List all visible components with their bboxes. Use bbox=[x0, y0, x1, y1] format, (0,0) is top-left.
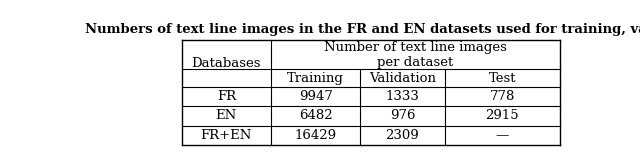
Text: Databases: Databases bbox=[191, 57, 261, 70]
Text: 1333: 1333 bbox=[385, 90, 419, 103]
Text: 778: 778 bbox=[490, 90, 515, 103]
Text: FR: FR bbox=[217, 90, 236, 103]
Text: Validation: Validation bbox=[369, 72, 436, 85]
Text: Training: Training bbox=[287, 72, 344, 85]
Text: Number of text line images
per dataset: Number of text line images per dataset bbox=[324, 41, 507, 69]
Text: 2309: 2309 bbox=[385, 129, 419, 142]
Text: 6482: 6482 bbox=[299, 110, 332, 122]
Text: 2915: 2915 bbox=[486, 110, 519, 122]
Text: Test: Test bbox=[488, 72, 516, 85]
Text: 9947: 9947 bbox=[299, 90, 333, 103]
Text: FR+EN: FR+EN bbox=[200, 129, 252, 142]
Text: 976: 976 bbox=[390, 110, 415, 122]
Text: EN: EN bbox=[216, 110, 237, 122]
Text: 16429: 16429 bbox=[294, 129, 337, 142]
Text: —: — bbox=[496, 129, 509, 142]
Text: Numbers of text line images in the FR and EN datasets used for training, validat: Numbers of text line images in the FR an… bbox=[85, 23, 640, 36]
